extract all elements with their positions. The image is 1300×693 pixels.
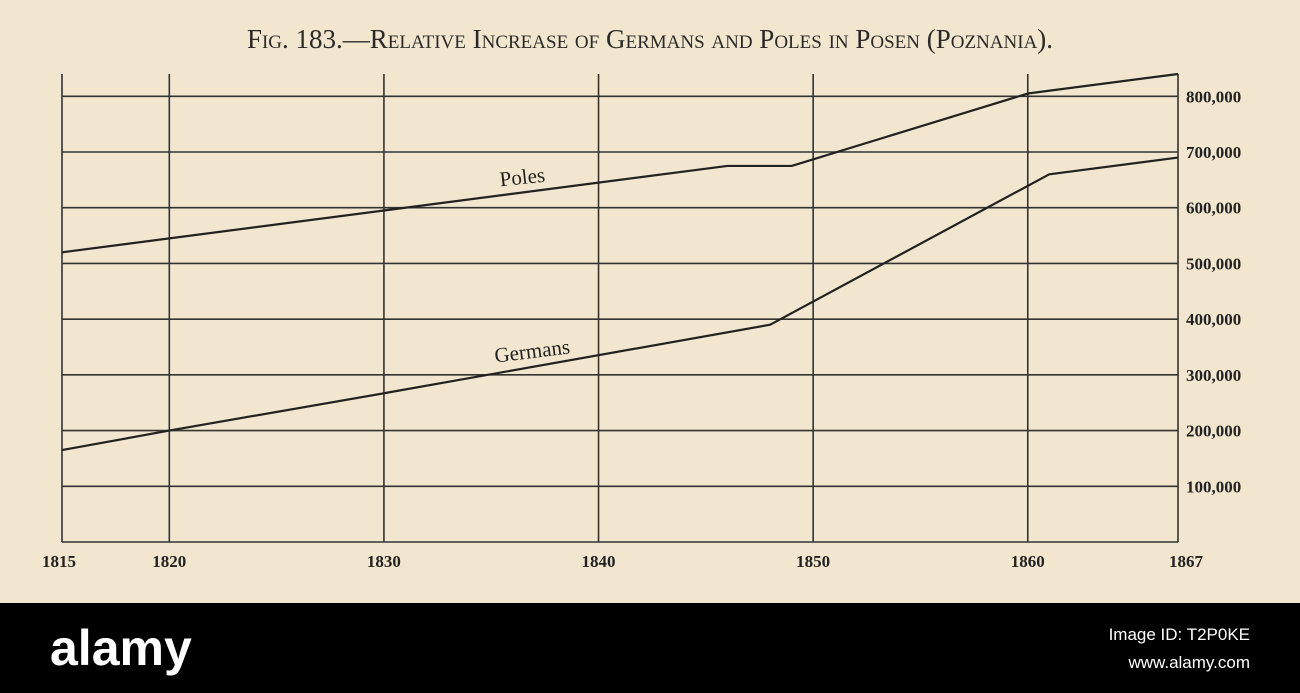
x-tick-label: 1815	[42, 552, 76, 571]
x-tick-label: 1830	[367, 552, 401, 571]
x-tick-label: 1840	[582, 552, 616, 571]
series-line	[61, 72, 1179, 254]
y-tick-label: 800,000	[1186, 87, 1241, 106]
x-tick-label: 1867	[1169, 552, 1204, 571]
chart-title: Fig. 183.—Relative Increase of Germans a…	[247, 24, 1053, 54]
y-tick-label: 300,000	[1186, 366, 1241, 385]
paper	[0, 0, 1300, 603]
y-tick-label: 400,000	[1186, 310, 1241, 329]
image-id: Image ID: T2P0KE	[1109, 625, 1250, 644]
y-tick-label: 700,000	[1186, 143, 1241, 162]
series-line	[61, 156, 1179, 452]
x-tick-label: 1860	[1011, 552, 1045, 571]
x-tick-label: 1820	[152, 552, 186, 571]
y-tick-label: 500,000	[1186, 254, 1241, 273]
site: www.alamy.com	[1127, 653, 1250, 672]
y-tick-label: 200,000	[1186, 422, 1241, 441]
logo: alamy	[50, 620, 192, 676]
series-label: Poles	[498, 163, 546, 192]
y-tick-label: 100,000	[1186, 477, 1241, 496]
x-tick-label: 1850	[796, 552, 830, 571]
footer-bar	[0, 603, 1300, 693]
y-tick-label: 600,000	[1186, 199, 1241, 218]
